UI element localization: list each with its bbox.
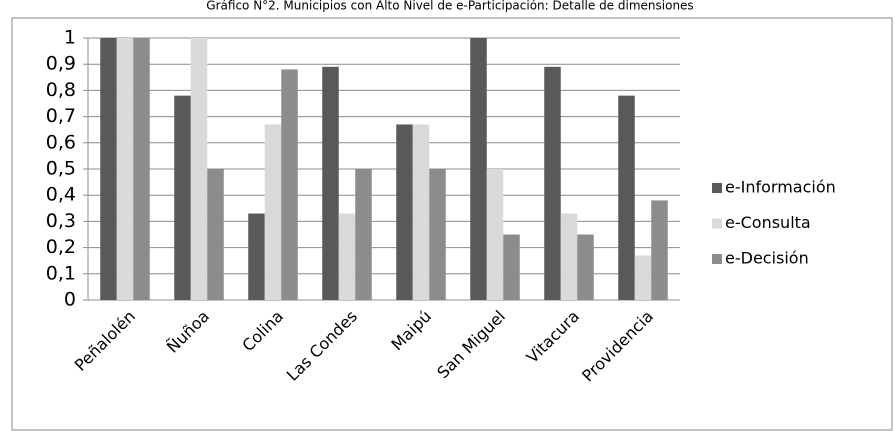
bar bbox=[634, 255, 652, 300]
bar bbox=[116, 38, 134, 300]
bar bbox=[618, 95, 635, 300]
bar bbox=[281, 69, 298, 300]
legend-swatch bbox=[712, 183, 722, 193]
bar bbox=[429, 169, 446, 300]
y-tick-label: 0,8 bbox=[46, 79, 76, 101]
x-tick-label: Providencia bbox=[578, 307, 657, 386]
bar bbox=[322, 66, 339, 300]
x-tick-label: Ñuñoa bbox=[163, 307, 213, 357]
y-tick-label: 0,2 bbox=[46, 236, 76, 258]
bar bbox=[248, 213, 265, 300]
bar bbox=[486, 169, 504, 300]
bar bbox=[100, 38, 117, 300]
x-tick-label: Peñalolén bbox=[71, 307, 139, 375]
legend-swatch bbox=[712, 254, 722, 264]
bar bbox=[355, 169, 372, 300]
legend-label: e-Información bbox=[725, 178, 836, 197]
bar bbox=[544, 66, 561, 300]
y-tick-label: 1 bbox=[64, 27, 76, 49]
y-tick-label: 0,5 bbox=[46, 158, 76, 180]
bar bbox=[560, 213, 578, 300]
chart-title: Gráfico N°2. Municipios con Alto Nivel d… bbox=[206, 0, 693, 13]
y-tick-label: 0,1 bbox=[46, 262, 76, 284]
bar bbox=[133, 38, 150, 300]
bar bbox=[470, 38, 487, 300]
bar bbox=[264, 124, 282, 301]
y-tick-label: 0,6 bbox=[46, 131, 76, 153]
bar bbox=[412, 124, 430, 301]
bar bbox=[651, 200, 668, 300]
x-tick-label: Vitacura bbox=[523, 307, 583, 367]
y-tick-label: 0,3 bbox=[46, 210, 76, 232]
x-tick-label: San Miguel bbox=[433, 307, 509, 383]
bar bbox=[174, 95, 191, 300]
bar bbox=[190, 38, 208, 300]
y-tick-label: 0,7 bbox=[46, 105, 76, 127]
x-tick-label: Las Condes bbox=[283, 307, 361, 385]
y-tick-label: 0,9 bbox=[46, 53, 76, 75]
bar bbox=[577, 234, 594, 300]
bar bbox=[503, 234, 520, 300]
x-tick-label: Colina bbox=[238, 307, 287, 356]
bar bbox=[396, 124, 413, 301]
bar bbox=[207, 169, 224, 300]
legend-label: e-Decisión bbox=[725, 249, 809, 268]
bar bbox=[338, 213, 356, 300]
chart-frame bbox=[11, 17, 893, 431]
x-tick-label: Maipú bbox=[387, 307, 435, 355]
legend-swatch bbox=[712, 218, 722, 229]
y-tick-label: 0 bbox=[64, 289, 76, 311]
y-tick-label: 0,4 bbox=[46, 184, 76, 206]
legend-label: e-Consulta bbox=[725, 213, 811, 232]
